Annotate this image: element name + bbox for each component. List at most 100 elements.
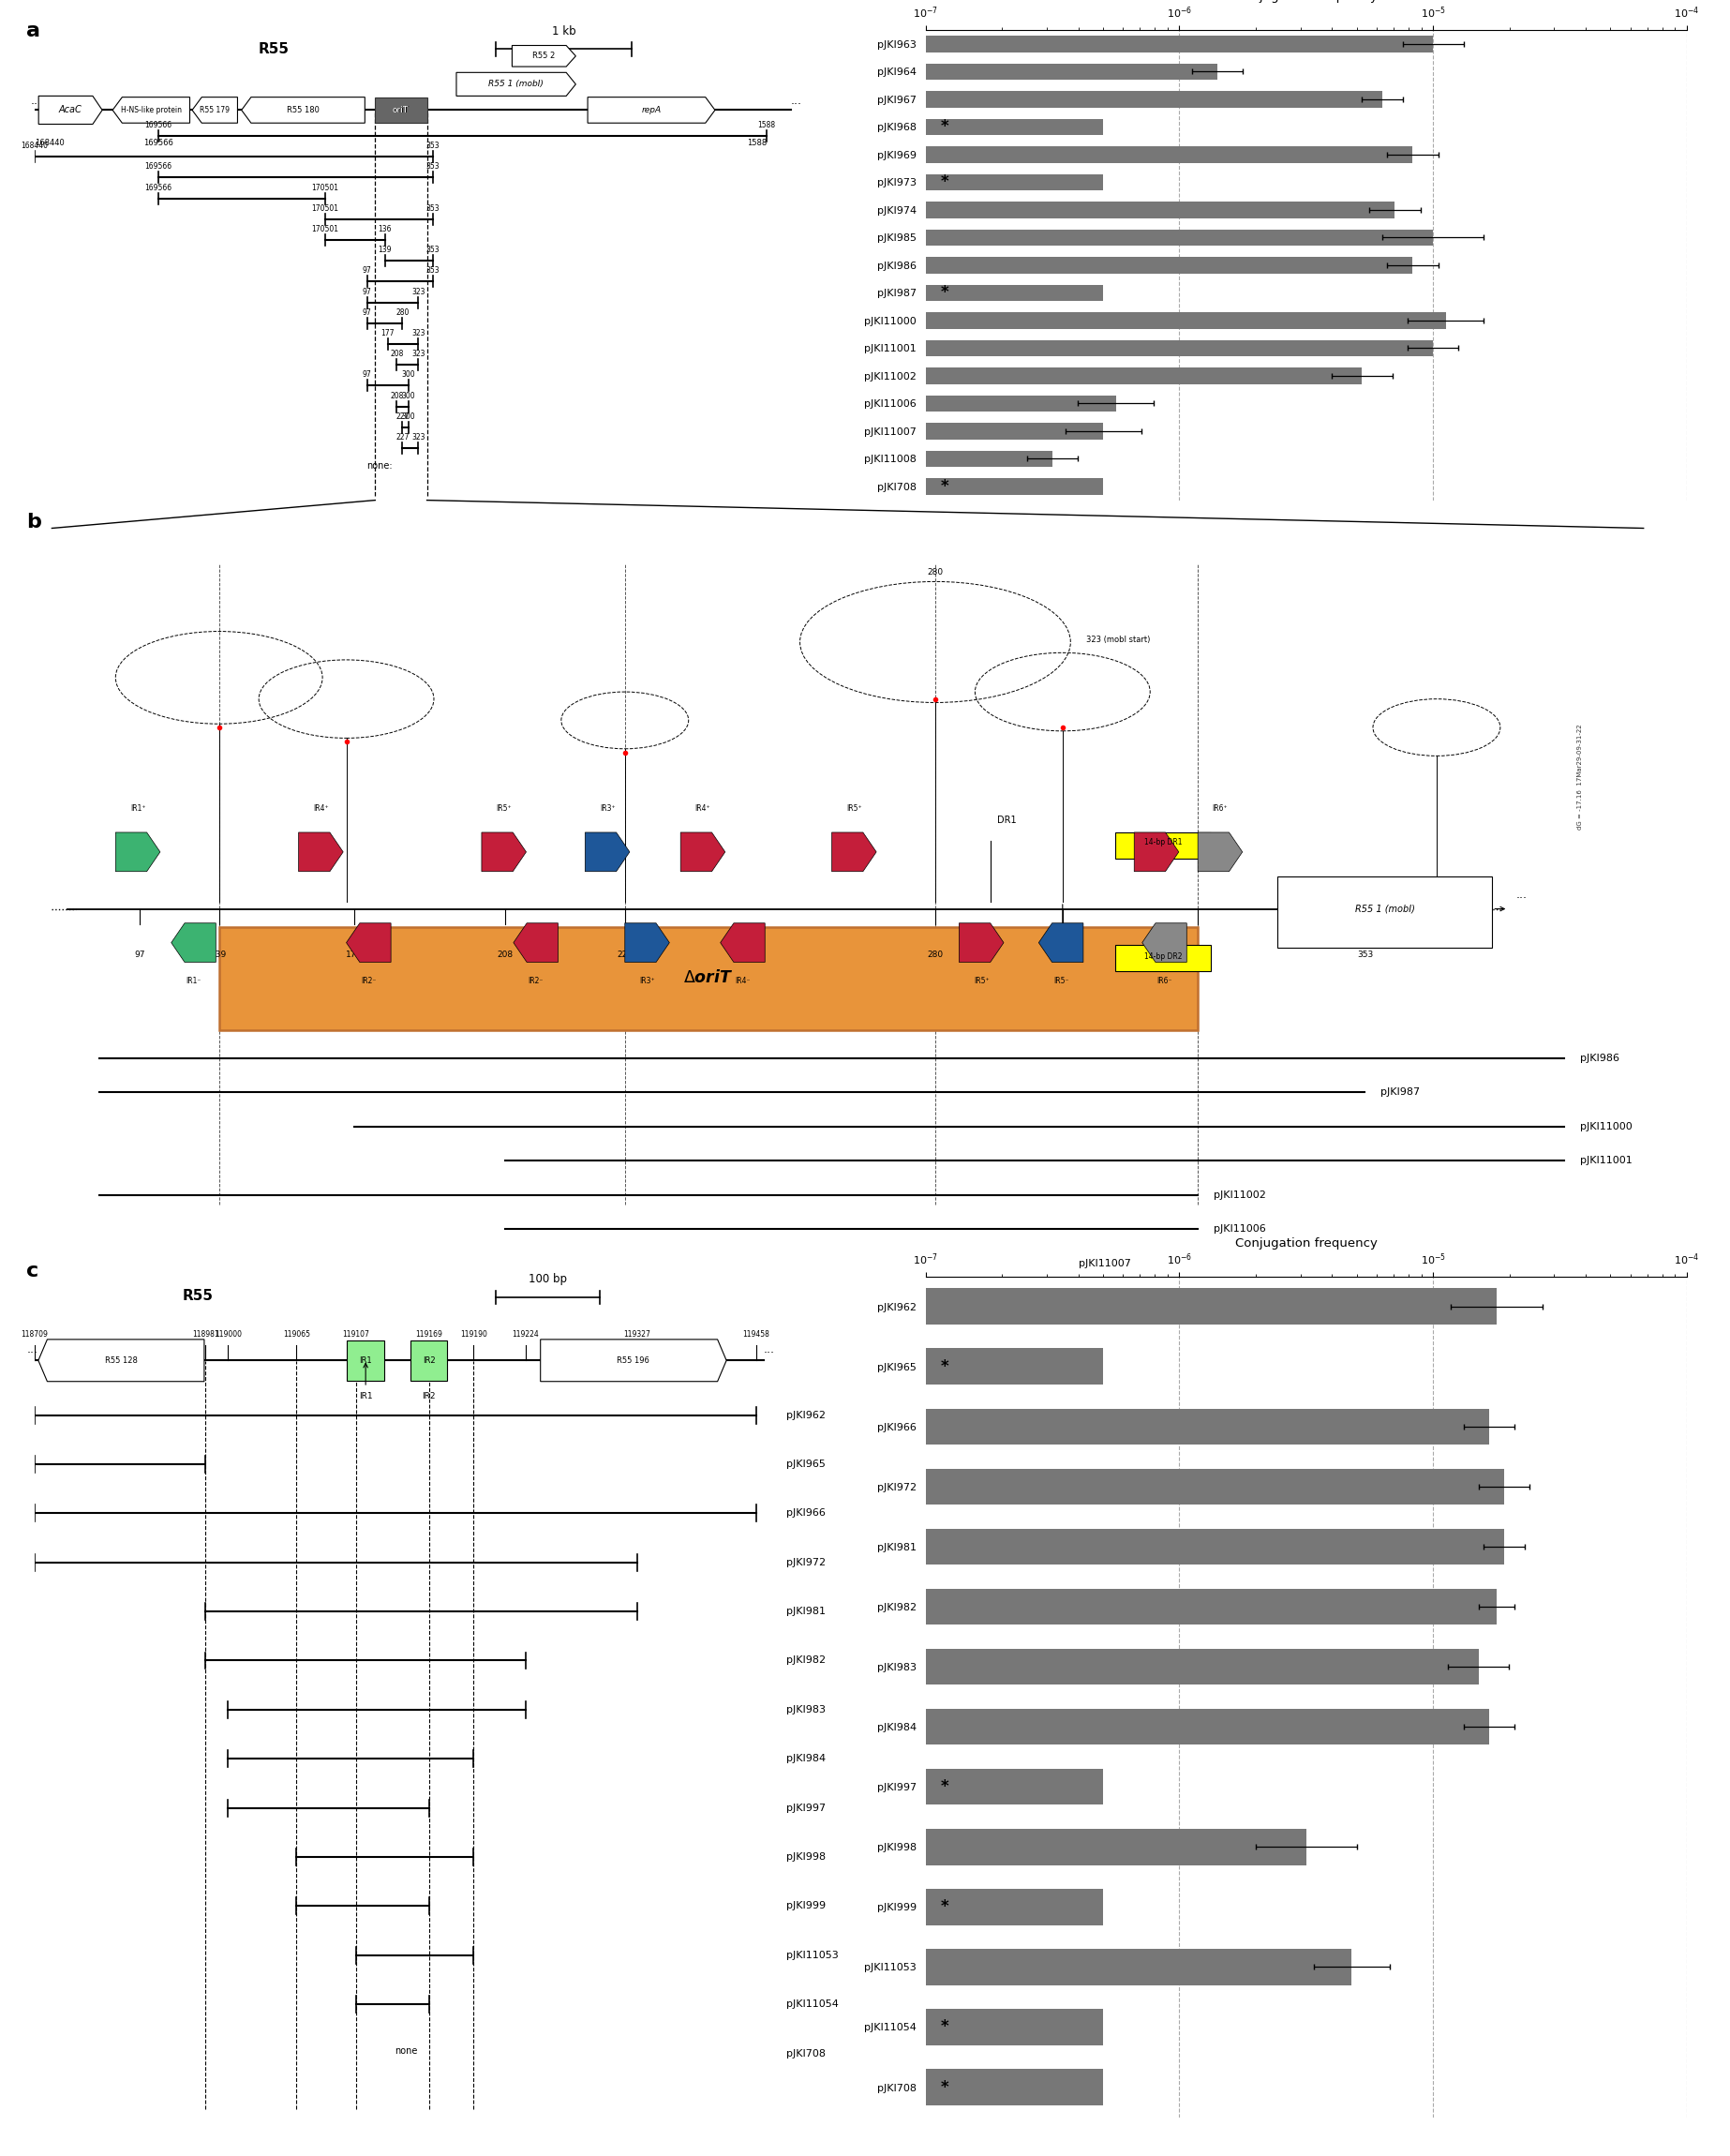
Text: IR1⁺: IR1⁺ (130, 804, 145, 813)
Text: 323: 323 (412, 330, 426, 338)
Text: 323: 323 (412, 349, 426, 358)
FancyBboxPatch shape (1116, 944, 1211, 972)
Text: pJKI11006: pJKI11006 (1214, 1225, 1266, 1233)
FancyBboxPatch shape (348, 1341, 384, 1380)
Bar (926, 1589, 1496, 1626)
Text: R55: R55 (258, 41, 289, 56)
Text: pJKI982: pJKI982 (785, 1656, 825, 1664)
Text: 100 bp: 100 bp (529, 1272, 567, 1285)
Text: 118709: 118709 (21, 1330, 48, 1339)
Text: c: c (26, 1261, 38, 1281)
Text: R55 1 (mobI): R55 1 (mobI) (488, 80, 543, 88)
FancyBboxPatch shape (1277, 877, 1493, 949)
Text: 353: 353 (1356, 951, 1374, 959)
Text: 280: 280 (927, 567, 943, 576)
Text: 208: 208 (389, 349, 403, 358)
Text: 97: 97 (363, 308, 372, 317)
Bar (926, 479, 1104, 494)
Polygon shape (192, 97, 237, 123)
Text: IR1: IR1 (360, 1356, 372, 1365)
Text: R55: R55 (183, 1289, 215, 1302)
Polygon shape (720, 923, 765, 962)
Text: pJKI983: pJKI983 (785, 1705, 825, 1714)
Text: 169566: 169566 (144, 162, 171, 170)
Text: 14-bp DR1: 14-bp DR1 (1144, 839, 1182, 847)
Text: 353: 353 (426, 162, 439, 170)
Text: 97: 97 (363, 267, 372, 276)
Text: IR4⁺: IR4⁺ (695, 804, 711, 813)
Text: 323: 323 (1190, 951, 1206, 959)
Bar (926, 313, 1446, 328)
Bar (926, 451, 1052, 468)
Text: 353: 353 (426, 142, 439, 151)
Text: 169566: 169566 (144, 138, 173, 147)
Text: 97: 97 (133, 951, 145, 959)
Text: AcaC: AcaC (59, 106, 81, 114)
Text: IR2: IR2 (422, 1356, 436, 1365)
Polygon shape (242, 97, 365, 123)
Text: pJKI984: pJKI984 (785, 1755, 825, 1764)
Text: pJKI966: pJKI966 (785, 1509, 825, 1518)
Text: 119107: 119107 (343, 1330, 370, 1339)
Text: 119224: 119224 (512, 1330, 540, 1339)
Polygon shape (1135, 832, 1178, 871)
Polygon shape (958, 923, 1003, 962)
Text: 300: 300 (1055, 951, 1071, 959)
Text: 177: 177 (346, 951, 362, 959)
Text: 170501: 170501 (311, 224, 339, 233)
Text: pJKI965: pJKI965 (785, 1460, 825, 1468)
Text: pJKI962: pJKI962 (785, 1410, 825, 1421)
Text: 170501: 170501 (311, 205, 339, 213)
Bar (926, 1649, 1479, 1684)
Bar (926, 341, 1432, 356)
Polygon shape (116, 832, 161, 871)
Text: IR4⁻: IR4⁻ (735, 977, 751, 985)
Text: 169566: 169566 (144, 183, 171, 192)
Text: R55 180: R55 180 (287, 106, 320, 114)
Text: 119065: 119065 (284, 1330, 310, 1339)
Text: 118981: 118981 (192, 1330, 220, 1339)
Text: *: * (941, 175, 950, 190)
Text: 168440: 168440 (35, 138, 64, 147)
Text: 169566: 169566 (144, 121, 171, 129)
Text: $\Delta$oriT: $\Delta$oriT (683, 970, 734, 985)
Bar (926, 1710, 1490, 1744)
Text: pJKI11007: pJKI11007 (1078, 1259, 1131, 1268)
Text: 119190: 119190 (460, 1330, 488, 1339)
Text: ···: ··· (31, 99, 42, 110)
Polygon shape (1142, 923, 1187, 962)
Text: pJKI997: pJKI997 (785, 1802, 825, 1813)
Polygon shape (346, 923, 391, 962)
Polygon shape (1038, 923, 1083, 962)
Bar (926, 91, 1382, 108)
Text: pJKI986: pJKI986 (1579, 1054, 1619, 1063)
Text: IR1⁻: IR1⁻ (185, 977, 201, 985)
Text: 119458: 119458 (742, 1330, 770, 1339)
Bar (926, 1289, 1496, 1324)
Text: 97: 97 (363, 371, 372, 379)
Text: a: a (26, 22, 40, 41)
Text: 280: 280 (396, 308, 408, 317)
Bar (926, 367, 1362, 384)
FancyBboxPatch shape (375, 97, 427, 123)
Bar (926, 1889, 1104, 1925)
Bar (926, 119, 1104, 136)
Text: *: * (941, 285, 950, 302)
Text: 119000: 119000 (215, 1330, 242, 1339)
Text: 323: 323 (412, 287, 426, 295)
Bar (926, 2009, 1104, 2046)
Text: 1 kb: 1 kb (552, 26, 576, 37)
Text: IR4⁺: IR4⁺ (313, 804, 329, 813)
Text: pJKI998: pJKI998 (785, 1852, 825, 1861)
Text: R55 1 (mobI): R55 1 (mobI) (1355, 903, 1415, 914)
Text: 119169: 119169 (415, 1330, 443, 1339)
Text: R55 2: R55 2 (533, 52, 555, 60)
Text: 300: 300 (401, 412, 415, 420)
Polygon shape (588, 97, 714, 123)
Text: 227: 227 (396, 412, 408, 420)
Text: pJKI11000: pJKI11000 (1579, 1121, 1631, 1132)
Text: DR2: DR2 (1060, 927, 1080, 936)
Text: 208: 208 (498, 951, 514, 959)
Text: R55 196: R55 196 (618, 1356, 650, 1365)
Bar (926, 1408, 1490, 1445)
